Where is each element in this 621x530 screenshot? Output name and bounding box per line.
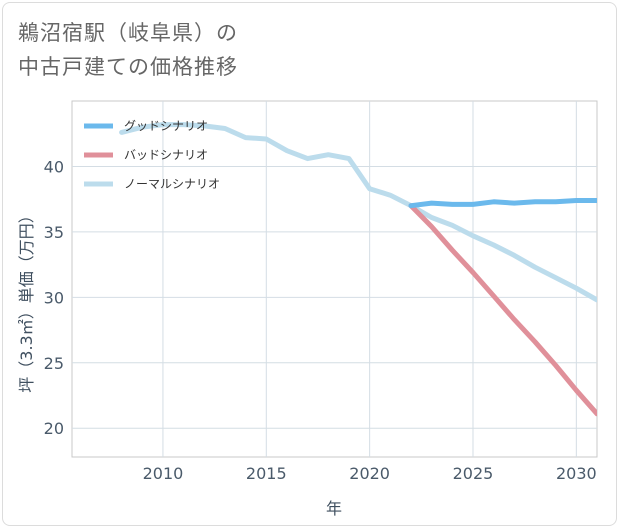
y-tick-label: 40 bbox=[44, 157, 64, 176]
x-axis-label: 年 bbox=[326, 499, 342, 518]
good-scenario-line bbox=[408, 198, 597, 209]
legend-item-good: グッドシナリオ bbox=[84, 119, 208, 133]
y-tick-label: 25 bbox=[44, 354, 64, 373]
x-axis-ticks: 2010 2015 2020 2025 2030 bbox=[143, 464, 597, 483]
legend-label: バッドシナリオ bbox=[124, 148, 208, 162]
x-tick-label: 2015 bbox=[246, 464, 287, 483]
title-line-2: 中古戸建ての価格推移 bbox=[18, 55, 238, 79]
legend-item-normal: ノーマルシナリオ bbox=[84, 177, 220, 191]
y-tick-label: 35 bbox=[44, 223, 64, 242]
y-tick-label: 30 bbox=[44, 288, 64, 307]
y-tick-label: 20 bbox=[44, 419, 64, 438]
title-line-1: 鵜沼宿駅（岐阜県）の bbox=[18, 21, 238, 45]
plot-background bbox=[71, 100, 598, 458]
y-axis-label: 坪（3.3㎡）単価（万円） bbox=[17, 207, 36, 392]
x-tick-label: 2025 bbox=[453, 464, 494, 483]
legend-label: ノーマルシナリオ bbox=[124, 177, 220, 191]
legend-item-bad: バッドシナリオ bbox=[84, 148, 208, 162]
x-tick-label: 2010 bbox=[143, 464, 184, 483]
x-tick-label: 2020 bbox=[349, 464, 390, 483]
series-lines bbox=[119, 122, 597, 417]
y-axis-ticks: 20 25 30 35 40 bbox=[44, 157, 64, 438]
normal-scenario-line bbox=[119, 122, 597, 303]
x-tick-label: 2030 bbox=[556, 464, 597, 483]
bad-scenario-line bbox=[408, 203, 597, 417]
chart-title: 鵜沼宿駅（岐阜県）の 中古戸建ての価格推移 bbox=[18, 16, 238, 84]
legend-label: グッドシナリオ bbox=[124, 119, 208, 133]
grid-lines bbox=[72, 101, 597, 457]
